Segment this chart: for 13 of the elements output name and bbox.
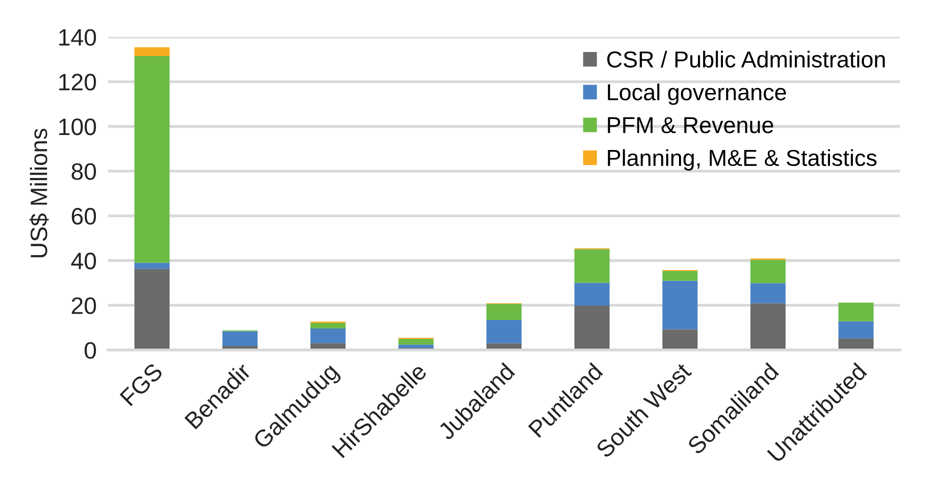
y-tick-label: 0 — [84, 342, 96, 359]
y-tick-label: 140 — [59, 29, 96, 46]
y-tick-label: 20 — [72, 297, 96, 314]
legend-label: CSR / Public Administration — [607, 50, 885, 68]
legend-label: Local governance — [608, 84, 786, 105]
y-tick-label: 40 — [71, 252, 96, 270]
y-tick-label: 100 — [59, 118, 96, 136]
y-axis-title: US$ Millions — [30, 128, 49, 258]
legend-label: Planning, M&E & Statistics — [608, 149, 877, 171]
y-tick-label: 60 — [72, 208, 96, 225]
legend-label: PFM & Revenue — [608, 117, 774, 134]
y-tick-label: 120 — [59, 74, 96, 90]
y-tick-label: 80 — [72, 163, 96, 180]
